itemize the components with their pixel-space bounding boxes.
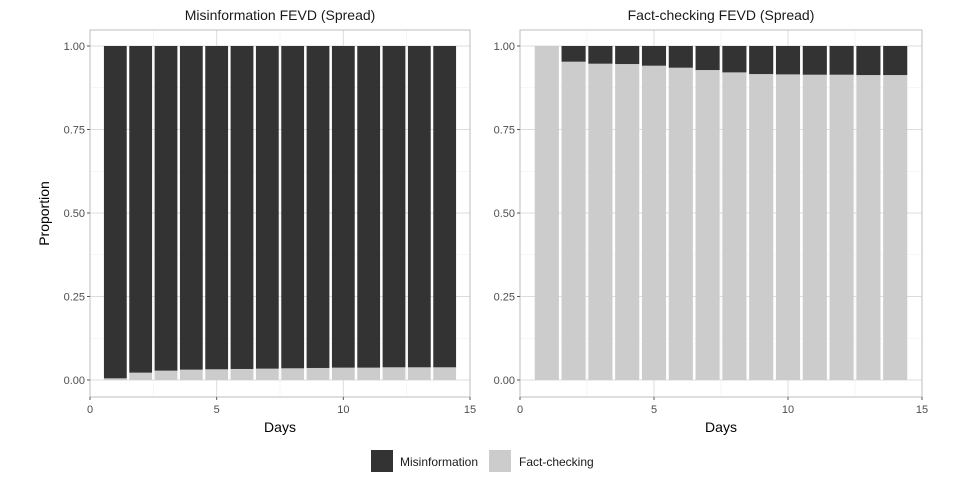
panel-1: 0.00 0.25 0.50 0.75 1.00 0 5 10 15 Misinformation… bbox=[36, 7, 476, 435]
bar-misinformation-day-6 bbox=[230, 46, 254, 369]
bar-misinformation-day-5 bbox=[641, 46, 667, 66]
bar-misinformation-day-5 bbox=[205, 46, 229, 370]
bar-fact-checking-day-9 bbox=[749, 74, 774, 380]
bar-misinformation-day-14 bbox=[883, 46, 908, 76]
bar-fact-checking-day-8 bbox=[722, 72, 747, 381]
bar-fact-checking-day-9 bbox=[306, 367, 330, 380]
y-tick-label: 0.00 bbox=[64, 375, 85, 387]
bar-misinformation-day-12 bbox=[829, 46, 854, 75]
bar-fact-checking-day-14 bbox=[433, 367, 457, 380]
bar-fact-checking-day-14 bbox=[883, 75, 908, 381]
x-tick-label: 15 bbox=[916, 404, 928, 416]
x-tick-label: 5 bbox=[651, 404, 657, 416]
bar-fact-checking-day-6 bbox=[230, 368, 254, 380]
bar-fact-checking-day-12 bbox=[382, 367, 406, 380]
bar-fact-checking-day-8 bbox=[281, 368, 305, 380]
x-tick-label: 15 bbox=[464, 404, 476, 416]
bar-misinformation-day-14 bbox=[433, 46, 457, 368]
bar-misinformation-day-9 bbox=[306, 46, 330, 368]
bar-misinformation-day-8 bbox=[281, 46, 305, 369]
bar-misinformation-day-8 bbox=[722, 46, 747, 73]
y-tick-label: 1.00 bbox=[64, 41, 85, 53]
bar-fact-checking-day-13 bbox=[856, 75, 881, 381]
bar-misinformation-day-4 bbox=[615, 46, 640, 65]
legend-key-misinformation bbox=[371, 450, 393, 472]
bar-fact-checking-day-10 bbox=[775, 74, 801, 380]
bar-fact-checking-day-3 bbox=[588, 63, 613, 381]
bar-misinformation-day-10 bbox=[331, 46, 355, 368]
bar-misinformation-day-10 bbox=[775, 46, 801, 75]
bar-fact-checking-day-10 bbox=[331, 367, 355, 380]
bar-fact-checking-day-4 bbox=[615, 64, 640, 380]
bar-misinformation-day-2 bbox=[129, 46, 153, 373]
x-tick-label: 10 bbox=[782, 404, 794, 416]
bar-misinformation-day-13 bbox=[407, 46, 431, 368]
bar-fact-checking-day-5 bbox=[641, 65, 667, 381]
x-tick-label: 0 bbox=[87, 404, 93, 416]
y-tick-label: 0.75 bbox=[64, 125, 85, 137]
bar-fact-checking-day-5 bbox=[205, 369, 229, 380]
y-tick-label: 0.50 bbox=[494, 208, 515, 220]
bar-fact-checking-day-2 bbox=[561, 61, 586, 381]
panels: 0.00 0.25 0.50 0.75 1.00 0 5 10 15 Misinformation… bbox=[36, 7, 928, 435]
y-tick-label: 0.25 bbox=[64, 292, 85, 304]
y-tick-label: 0.00 bbox=[494, 375, 515, 387]
bar-fact-checking-day-3 bbox=[154, 370, 178, 380]
legend-label-fact-checking: Fact-checking bbox=[519, 455, 594, 469]
y-tick-label: 0.50 bbox=[64, 208, 85, 220]
bar-fact-checking-day-7 bbox=[255, 368, 279, 380]
bar-fact-checking-day-1 bbox=[534, 46, 559, 380]
bar-misinformation-day-7 bbox=[695, 46, 720, 71]
bar-fact-checking-day-7 bbox=[695, 70, 720, 380]
x-axis-title: Days bbox=[264, 419, 296, 435]
bar-misinformation-day-2 bbox=[561, 46, 586, 62]
x-tick-label: 10 bbox=[337, 404, 349, 416]
bars bbox=[103, 46, 457, 380]
panel-2: 0.00 0.25 0.50 0.75 1.00 0 5 10 15 Fact-checking … bbox=[494, 7, 929, 435]
bar-misinformation-day-1 bbox=[103, 46, 127, 379]
bar-misinformation-day-9 bbox=[749, 46, 774, 75]
bar-fact-checking-day-13 bbox=[407, 367, 431, 380]
bar-misinformation-day-7 bbox=[255, 46, 279, 369]
y-tick-label: 0.25 bbox=[494, 292, 515, 304]
y-axis-title: Proportion bbox=[36, 181, 52, 246]
x-axis-title: Days bbox=[705, 419, 737, 435]
bar-misinformation-day-11 bbox=[802, 46, 827, 75]
y-tick-label: 1.00 bbox=[494, 41, 515, 53]
legend-key-fact-checking bbox=[489, 450, 511, 472]
x-tick-label: 0 bbox=[517, 404, 523, 416]
bar-misinformation-day-3 bbox=[588, 46, 613, 64]
bars bbox=[534, 46, 908, 381]
bar-fact-checking-day-1 bbox=[103, 378, 127, 380]
bar-fact-checking-day-2 bbox=[129, 372, 153, 380]
panel-title: Misinformation FEVD (Spread) bbox=[185, 7, 376, 23]
bar-fact-checking-day-11 bbox=[357, 367, 381, 380]
bar-misinformation-day-4 bbox=[179, 46, 203, 370]
legend-label-misinformation: Misinformation bbox=[400, 455, 478, 469]
legend: Misinformation Fact-checking bbox=[371, 450, 594, 472]
bar-fact-checking-day-11 bbox=[802, 74, 827, 380]
bar-fact-checking-day-12 bbox=[829, 74, 854, 380]
bar-fact-checking-day-4 bbox=[179, 369, 203, 380]
bar-misinformation-day-13 bbox=[856, 46, 881, 76]
bar-misinformation-day-11 bbox=[357, 46, 381, 368]
panel-title: Fact-checking FEVD (Spread) bbox=[628, 7, 815, 23]
y-tick-label: 0.75 bbox=[494, 125, 515, 137]
bar-misinformation-day-6 bbox=[668, 46, 693, 68]
bar-misinformation-day-12 bbox=[382, 46, 406, 368]
bar-fact-checking-day-6 bbox=[668, 67, 693, 381]
x-tick-label: 5 bbox=[214, 404, 220, 416]
bar-misinformation-day-3 bbox=[154, 46, 178, 371]
